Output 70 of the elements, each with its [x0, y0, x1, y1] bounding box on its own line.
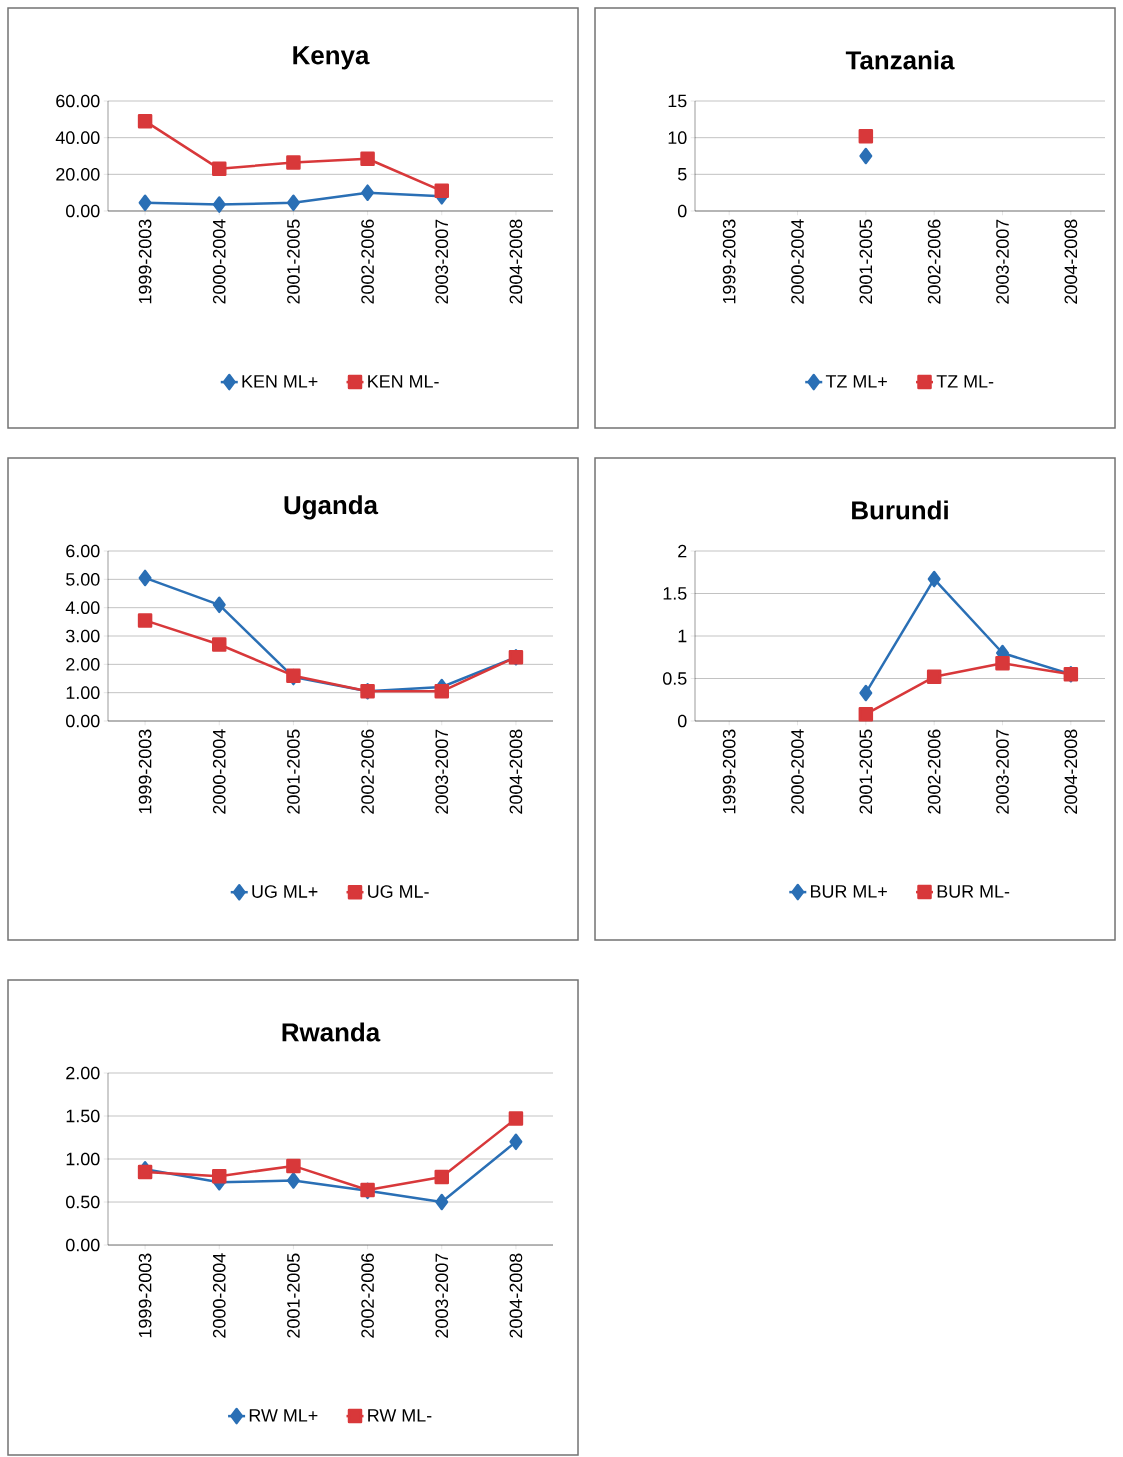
y-tick-label: 0 — [677, 714, 687, 728]
chart-title: Burundi — [852, 500, 948, 520]
legend-label: UG ML+ — [252, 885, 318, 898]
y-tick-label: 5 — [677, 168, 687, 181]
x-tick-label: 2003-2007 — [435, 219, 449, 304]
chart-title: Rwanda — [282, 1022, 381, 1042]
x-tick-label: 1999-2003 — [722, 219, 736, 304]
y-tick-label: 1.5 — [663, 587, 687, 600]
x-tick-label: 2004-2008 — [509, 729, 523, 814]
y-tick-label: 15 — [668, 94, 687, 108]
x-tick-label: 2000-2004 — [212, 729, 226, 814]
y-tick-label: 60.00 — [56, 94, 100, 108]
y-tick-label: 10 — [668, 131, 687, 145]
y-tick-label: 0.5 — [663, 672, 687, 685]
y-tick-label: 0.50 — [66, 1195, 100, 1209]
y-tick-label: 1 — [678, 629, 687, 643]
legend-label: KEN ML+ — [242, 375, 318, 388]
legend-label: BUR ML- — [937, 885, 1010, 898]
legend-label: RW ML+ — [249, 1409, 318, 1422]
x-tick-label: 2003-2007 — [996, 729, 1009, 814]
y-tick-label: 0 — [677, 204, 687, 218]
x-tick-label: 2002-2006 — [927, 219, 941, 304]
y-tick-label: 2.00 — [66, 1066, 100, 1080]
x-tick-label: 1999-2003 — [138, 219, 152, 304]
y-tick-label: 6.00 — [66, 544, 100, 558]
y-tick-label: 4.00 — [65, 601, 100, 615]
y-tick-label: 0.00 — [66, 1238, 100, 1252]
x-tick-label: 2002-2006 — [361, 729, 374, 814]
chart-title: Tanzania — [845, 50, 955, 70]
y-tick-label: 3.00 — [66, 629, 100, 643]
chart-title: Kenya — [293, 46, 370, 70]
legend-label: KEN ML- — [368, 375, 439, 388]
x-tick-label: 2004-2008 — [1064, 729, 1078, 814]
legend-label: TZ ML+ — [825, 375, 887, 388]
y-tick-label: 5.00 — [66, 572, 100, 586]
x-tick-label: 2004-2008 — [509, 219, 523, 304]
legend-label: BUR ML+ — [811, 885, 887, 898]
y-tick-label: 1.00 — [66, 686, 100, 700]
x-tick-label: 2000-2004 — [791, 219, 804, 304]
x-tick-label: 1999-2003 — [138, 729, 152, 814]
legend-label: TZ ML- — [936, 375, 994, 388]
y-tick-label: 20.00 — [56, 167, 100, 181]
legend-label: RW ML- — [368, 1409, 432, 1422]
x-tick-label: 2002-2006 — [361, 1253, 374, 1338]
chart-title: Uganda — [284, 495, 379, 520]
y-tick-label: 1.00 — [66, 1152, 100, 1166]
x-tick-label: 2004-2008 — [509, 1253, 523, 1338]
y-tick-label: 2.00 — [66, 657, 100, 671]
y-tick-label: 40.00 — [55, 131, 100, 145]
x-tick-label: 2003-2007 — [996, 219, 1009, 304]
x-tick-label: 2002-2006 — [927, 729, 941, 814]
x-tick-label: 2001-2005 — [859, 729, 873, 814]
y-tick-label: 1.50 — [66, 1109, 100, 1123]
x-tick-label: 2000-2004 — [212, 1253, 226, 1338]
x-tick-label: 2000-2004 — [791, 729, 804, 814]
x-tick-label: 2001-2005 — [859, 219, 873, 304]
y-tick-label: 2 — [678, 544, 687, 558]
y-tick-label: 0.00 — [66, 714, 100, 728]
x-tick-label: 1999-2003 — [722, 729, 736, 814]
x-tick-label: 2000-2004 — [212, 219, 226, 304]
x-tick-label: 1999-2003 — [138, 1253, 152, 1338]
x-tick-label: 2002-2006 — [361, 219, 374, 304]
x-tick-label: 2003-2007 — [435, 1253, 449, 1338]
x-tick-label: 2003-2007 — [435, 729, 449, 814]
y-tick-label: 0.00 — [66, 204, 100, 218]
x-tick-label: 2001-2005 — [287, 219, 300, 304]
x-tick-label: 2001-2005 — [287, 1253, 300, 1338]
x-tick-label: 2004-2008 — [1064, 219, 1078, 304]
legend-label: UG ML- — [368, 885, 429, 898]
x-tick-label: 2001-2005 — [287, 729, 300, 814]
